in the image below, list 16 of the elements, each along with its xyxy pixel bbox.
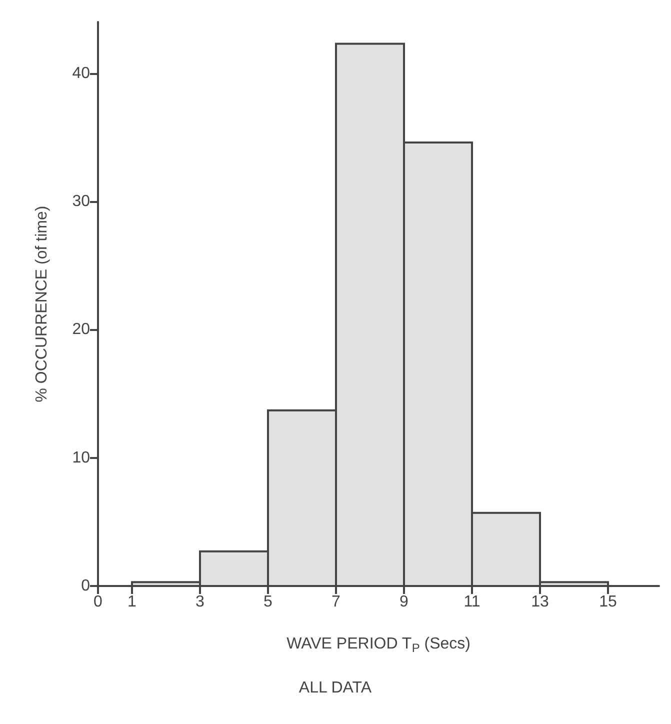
- x-tick-label: 0: [94, 594, 103, 610]
- text: ALL DATA: [298, 680, 372, 696]
- y-tick-label: 30: [72, 192, 90, 210]
- x-tick-label: 15: [599, 594, 617, 610]
- x-tick-label: 5: [264, 594, 273, 610]
- y-axis-title: % OCCURRENCE (of time): [34, 206, 50, 402]
- x-tick-label: 1: [128, 594, 137, 610]
- x-tick-label: 3: [196, 594, 205, 610]
- x-tick-label: 13: [531, 594, 549, 610]
- x-tick-label: 9: [400, 594, 409, 610]
- y-tick-label: 0: [81, 578, 90, 594]
- x-tick-label: 11: [464, 594, 480, 610]
- y-tick-label: 40: [72, 64, 90, 82]
- y-tick-label: 20: [72, 321, 90, 338]
- y-tick-label: 10: [72, 449, 90, 466]
- x-tick-label: 7: [332, 594, 341, 610]
